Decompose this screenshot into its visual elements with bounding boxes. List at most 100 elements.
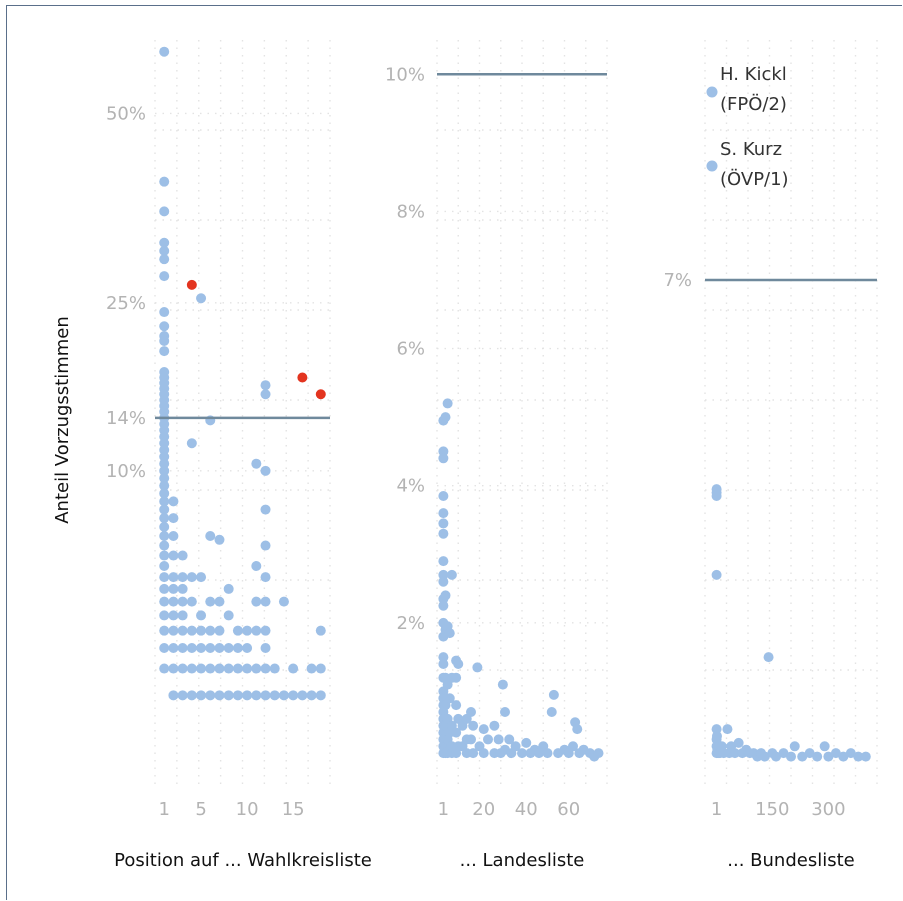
data-point	[205, 663, 216, 674]
data-point	[440, 412, 451, 423]
data-point	[804, 748, 815, 759]
data-point	[232, 625, 243, 636]
data-point	[472, 662, 483, 673]
data-point	[159, 206, 170, 217]
data-point	[251, 625, 262, 636]
data-point	[214, 534, 225, 545]
data-point	[177, 550, 188, 561]
data-point	[159, 245, 170, 256]
data-point	[572, 724, 583, 735]
data-point	[186, 690, 197, 701]
data-point	[593, 748, 604, 759]
data-point	[159, 271, 170, 282]
data-point	[860, 751, 871, 762]
annotation-kickl-party: (FPÖ/2)	[720, 93, 787, 115]
data-point	[159, 321, 170, 332]
data-point	[168, 596, 179, 607]
data-point	[478, 748, 489, 759]
data-point	[251, 458, 262, 469]
data-point	[196, 643, 207, 654]
highlight-point	[297, 372, 308, 383]
data-point	[819, 741, 830, 752]
data-point	[242, 625, 253, 636]
data-point	[438, 652, 449, 663]
data-point	[260, 572, 271, 583]
data-point	[568, 741, 578, 752]
data-point	[278, 690, 289, 701]
y-tick-label: 14%	[106, 408, 146, 429]
data-point	[177, 643, 188, 654]
x-tick-label: 1	[158, 799, 169, 820]
data-point	[168, 690, 179, 701]
data-point	[260, 663, 271, 674]
annotation-kickl-name: H. Kickl	[720, 64, 787, 85]
data-point	[168, 496, 179, 507]
data-point	[711, 491, 722, 501]
data-point	[711, 569, 722, 580]
x-tick-label: 15	[282, 799, 305, 820]
data-point	[853, 751, 864, 762]
data-point	[223, 663, 234, 674]
data-point	[251, 690, 262, 701]
data-point	[483, 734, 493, 745]
x-tick-label: 10	[236, 799, 259, 820]
data-point	[205, 531, 216, 542]
data-point	[214, 690, 225, 701]
y-tick-label: 6%	[396, 339, 425, 360]
panel-landesliste: 2% 4% 6% 8% 10% 1 20 40 60	[385, 40, 608, 820]
data-point	[451, 700, 462, 711]
data-point	[242, 663, 253, 674]
data-point	[823, 751, 834, 762]
data-point	[442, 398, 453, 409]
chart-frame	[6, 5, 902, 900]
data-point	[186, 596, 197, 607]
y-tick-label: 4%	[396, 476, 425, 497]
data-point	[260, 389, 271, 400]
x-axis-label-bundesliste: ... Bundesliste	[727, 850, 854, 871]
data-point	[205, 690, 216, 701]
data-point	[260, 643, 271, 654]
y-tick-label: 8%	[396, 201, 425, 222]
highlight-point	[186, 279, 197, 290]
data-point	[205, 643, 216, 654]
data-point	[493, 734, 504, 745]
data-point	[438, 508, 449, 519]
data-point	[186, 572, 197, 583]
data-point	[438, 453, 449, 464]
data-point	[763, 652, 774, 663]
data-point	[438, 659, 449, 669]
y-tick-label: 10%	[385, 64, 425, 85]
data-point	[504, 734, 515, 745]
data-point	[251, 561, 262, 572]
panel-wahlkreisliste: 10%14%25%50%1 5 10 15	[106, 40, 331, 820]
data-point	[159, 451, 170, 462]
data-point	[177, 610, 188, 621]
x-tick-label: 1	[711, 799, 722, 820]
data-point	[478, 724, 489, 735]
x-tick-label: 1	[438, 799, 449, 820]
data-point	[729, 748, 740, 759]
data-point	[159, 46, 170, 57]
data-point	[278, 596, 289, 607]
data-point	[196, 625, 207, 636]
x-tick-label: 300	[811, 799, 845, 820]
annotation-kurz-party: (ÖVP/1)	[720, 168, 789, 190]
data-point	[711, 731, 722, 741]
data-point	[242, 690, 253, 701]
data-point	[789, 741, 800, 752]
data-point	[771, 751, 782, 762]
x-tick-label: 60	[557, 799, 580, 820]
data-point	[196, 663, 207, 674]
data-point	[451, 727, 462, 738]
data-point	[159, 643, 170, 654]
data-point	[196, 690, 207, 701]
data-point	[159, 596, 170, 607]
data-point	[468, 720, 479, 731]
data-point	[177, 572, 188, 583]
data-point	[159, 465, 170, 476]
x-axis-label-wahlkreisliste: Position auf ... Wahlkreisliste	[114, 850, 372, 871]
data-point	[177, 690, 188, 701]
highlight-point	[315, 389, 326, 400]
data-point	[168, 513, 179, 524]
data-point	[214, 596, 225, 607]
